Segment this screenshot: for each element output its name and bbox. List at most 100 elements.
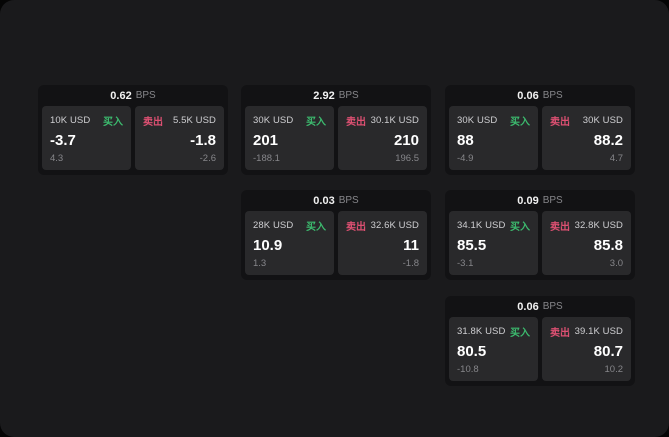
buy-side-label: 买入 — [103, 117, 123, 128]
buy-amount: 31.8K USD — [457, 326, 506, 337]
sell-panel[interactable]: 卖出 39.1K USD 80.7 10.2 — [542, 317, 631, 381]
buy-price: -3.7 — [50, 132, 76, 149]
buy-amount: 30K USD — [253, 115, 294, 126]
sell-side-label: 卖出 — [550, 117, 570, 128]
quote-card: 0.06 BPS 30K USD 买入 88 -4.9 卖出 30K USD 8… — [445, 85, 635, 175]
buy-delta: 1.3 — [253, 258, 267, 269]
bps-value: 2.92 — [313, 89, 335, 102]
sell-price: 11 — [403, 237, 419, 254]
bps-header: 0.09 BPS — [445, 190, 635, 211]
sell-panel[interactable]: 卖出 32.6K USD 11 -1.8 — [338, 211, 427, 275]
buy-delta: -3.1 — [457, 258, 474, 269]
buy-side-label: 买入 — [510, 222, 530, 233]
sell-panel-top: 卖出 30K USD — [550, 113, 623, 128]
buy-side-label: 买入 — [510, 328, 530, 339]
quote-body: 31.8K USD 买入 80.5 -10.8 卖出 39.1K USD 80.… — [445, 317, 635, 381]
buy-panel[interactable]: 10K USD 买入 -3.7 4.3 — [42, 106, 131, 170]
bps-header: 0.06 BPS — [445, 296, 635, 317]
buy-panel-top: 31.8K USD 买入 — [457, 324, 530, 339]
sell-amount: 30.1K USD — [370, 115, 419, 126]
buy-panel[interactable]: 30K USD 买入 201 -188.1 — [245, 106, 334, 170]
bps-unit-label: BPS — [338, 90, 359, 101]
quote-card: 0.62 BPS 10K USD 买入 -3.7 4.3 卖出 5.5K USD… — [38, 85, 228, 175]
sell-delta: 196.5 — [395, 153, 419, 164]
bps-value: 0.09 — [517, 194, 539, 207]
buy-panel-top: 30K USD 买入 — [457, 113, 530, 128]
sell-side-label: 卖出 — [346, 117, 366, 128]
sell-price: -1.8 — [190, 132, 216, 149]
buy-panel-top: 30K USD 买入 — [253, 113, 326, 128]
sell-delta: -1.8 — [402, 258, 419, 269]
quote-card: 0.03 BPS 28K USD 买入 10.9 1.3 卖出 32.6K US… — [241, 190, 431, 280]
buy-amount: 10K USD — [50, 115, 91, 126]
sell-delta: -2.6 — [199, 153, 216, 164]
sell-panel[interactable]: 卖出 32.8K USD 85.8 3.0 — [542, 211, 631, 275]
buy-panel-top: 28K USD 买入 — [253, 218, 326, 233]
buy-delta: 4.3 — [50, 153, 64, 164]
sell-price: 210 — [393, 132, 419, 149]
buy-panel[interactable]: 31.8K USD 买入 80.5 -10.8 — [449, 317, 538, 381]
sell-panel-top: 卖出 32.8K USD — [550, 218, 623, 233]
bps-header: 0.62 BPS — [38, 85, 228, 106]
bps-unit-label: BPS — [542, 195, 563, 206]
sell-side-label: 卖出 — [143, 117, 163, 128]
sell-delta: 10.2 — [604, 364, 624, 375]
sell-price: 85.8 — [593, 237, 623, 254]
bps-header: 0.03 BPS — [241, 190, 431, 211]
quote-card: 0.06 BPS 31.8K USD 买入 80.5 -10.8 卖出 39.1… — [445, 296, 635, 386]
bps-value: 0.62 — [110, 89, 132, 102]
buy-amount: 28K USD — [253, 220, 294, 231]
buy-side-label: 买入 — [306, 222, 326, 233]
buy-price: 85.5 — [457, 237, 487, 254]
buy-price: 10.9 — [253, 237, 283, 254]
buy-side-label: 买入 — [510, 117, 530, 128]
buy-price: 201 — [253, 132, 279, 149]
sell-panel[interactable]: 卖出 5.5K USD -1.8 -2.6 — [135, 106, 224, 170]
quote-card: 0.09 BPS 34.1K USD 买入 85.5 -3.1 卖出 32.8K… — [445, 190, 635, 280]
buy-delta: -188.1 — [253, 153, 280, 164]
bps-header: 0.06 BPS — [445, 85, 635, 106]
bps-unit-label: BPS — [338, 195, 359, 206]
buy-amount: 34.1K USD — [457, 220, 506, 231]
sell-price: 80.7 — [593, 343, 623, 360]
bps-unit-label: BPS — [135, 90, 156, 101]
sell-price: 88.2 — [593, 132, 623, 149]
quote-body: 34.1K USD 买入 85.5 -3.1 卖出 32.8K USD 85.8… — [445, 211, 635, 275]
sell-panel-top: 卖出 39.1K USD — [550, 324, 623, 339]
sell-panel-top: 卖出 5.5K USD — [143, 113, 216, 128]
sell-amount: 30K USD — [582, 115, 623, 126]
bps-value: 0.06 — [517, 89, 539, 102]
quote-body: 28K USD 买入 10.9 1.3 卖出 32.6K USD 11 -1.8 — [241, 211, 431, 275]
buy-panel[interactable]: 30K USD 买入 88 -4.9 — [449, 106, 538, 170]
bps-unit-label: BPS — [542, 90, 563, 101]
sell-panel-top: 卖出 32.6K USD — [346, 218, 419, 233]
quote-body: 30K USD 买入 88 -4.9 卖出 30K USD 88.2 4.7 — [445, 106, 635, 170]
buy-amount: 30K USD — [457, 115, 498, 126]
sell-amount: 39.1K USD — [574, 326, 623, 337]
bps-value: 0.03 — [313, 194, 335, 207]
bps-unit-label: BPS — [542, 301, 563, 312]
sell-delta: 4.7 — [609, 153, 623, 164]
buy-side-label: 买入 — [306, 117, 326, 128]
buy-delta: -10.8 — [457, 364, 479, 375]
buy-price: 88 — [457, 132, 474, 149]
sell-side-label: 卖出 — [550, 222, 570, 233]
quote-body: 30K USD 买入 201 -188.1 卖出 30.1K USD 210 1… — [241, 106, 431, 170]
buy-price: 80.5 — [457, 343, 487, 360]
bps-header: 2.92 BPS — [241, 85, 431, 106]
quote-body: 10K USD 买入 -3.7 4.3 卖出 5.5K USD -1.8 -2.… — [38, 106, 228, 170]
buy-delta: -4.9 — [457, 153, 474, 164]
buy-panel[interactable]: 28K USD 买入 10.9 1.3 — [245, 211, 334, 275]
buy-panel-top: 10K USD 买入 — [50, 113, 123, 128]
buy-panel-top: 34.1K USD 买入 — [457, 218, 530, 233]
sell-delta: 3.0 — [609, 258, 623, 269]
sell-side-label: 卖出 — [346, 222, 366, 233]
sell-panel[interactable]: 卖出 30K USD 88.2 4.7 — [542, 106, 631, 170]
sell-amount: 32.8K USD — [574, 220, 623, 231]
quote-card: 2.92 BPS 30K USD 买入 201 -188.1 卖出 30.1K … — [241, 85, 431, 175]
sell-panel-top: 卖出 30.1K USD — [346, 113, 419, 128]
sell-panel[interactable]: 卖出 30.1K USD 210 196.5 — [338, 106, 427, 170]
sell-side-label: 卖出 — [550, 328, 570, 339]
buy-panel[interactable]: 34.1K USD 买入 85.5 -3.1 — [449, 211, 538, 275]
